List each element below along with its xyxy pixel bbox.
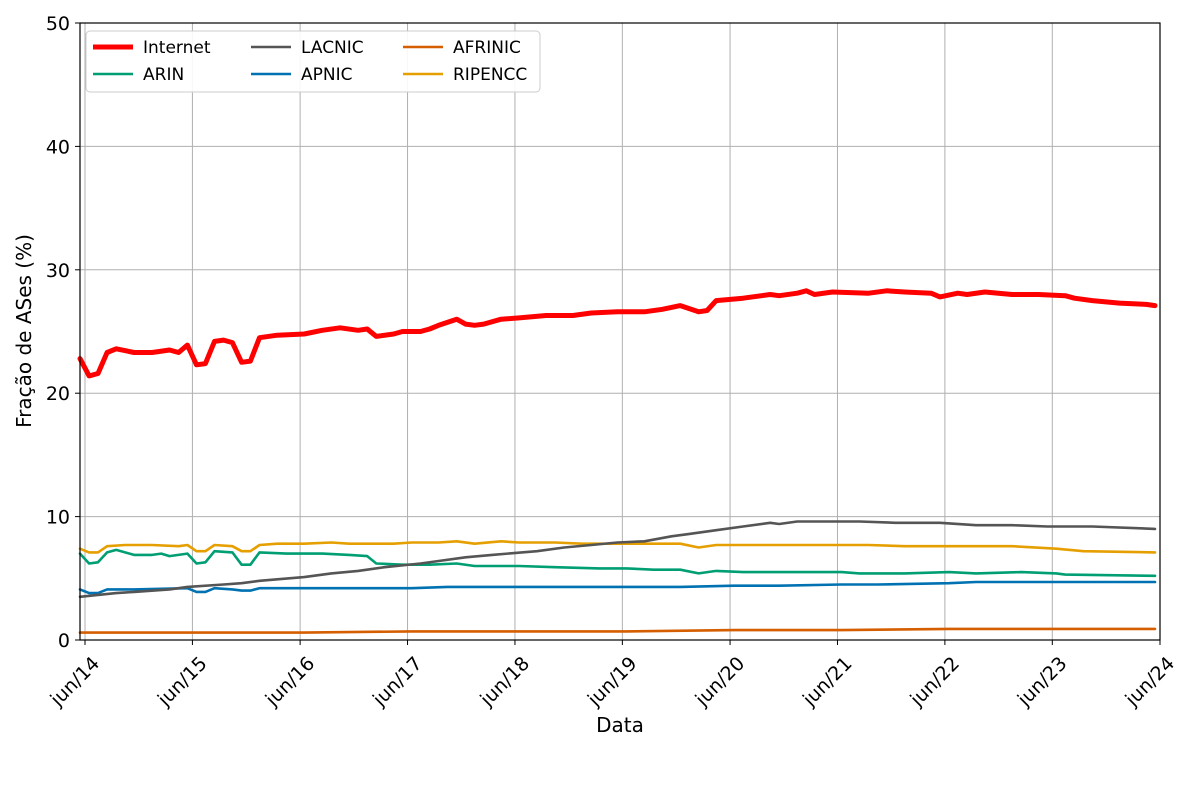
y-tick-label: 10 (46, 507, 70, 529)
y-tick-label: 50 (46, 13, 70, 35)
legend-label-apnic: APNIC (301, 65, 352, 85)
series-lines (77, 288, 1158, 634)
x-axis-title: Data (596, 713, 644, 737)
y-axis-title: Fração de ASes (%) (12, 234, 36, 428)
legend-label-ripencc: RIPENCC (453, 65, 527, 85)
y-tick-label: 40 (46, 136, 70, 158)
legend-label-afrinic: AFRINIC (453, 38, 521, 58)
legend-label-arin: ARIN (143, 65, 184, 85)
series-line-afrinic (78, 627, 1157, 634)
legend-label-lacnic: LACNIC (301, 38, 364, 58)
series-line-lacnic (78, 520, 1157, 599)
legend: Internet ARIN LACNIC APNIC AFRINIC RIPENCC (85, 30, 541, 93)
series-line-internet (77, 288, 1158, 379)
y-tick-label: 30 (46, 260, 70, 282)
legend-label-internet: Internet (143, 38, 211, 58)
y-axis-ticks: 0 10 20 30 40 50 (46, 13, 80, 652)
y-tick-label: 20 (46, 383, 70, 405)
series-line-ripencc (78, 539, 1157, 554)
plot-frame (79, 22, 1161, 641)
y-tick-label: 0 (58, 630, 70, 652)
